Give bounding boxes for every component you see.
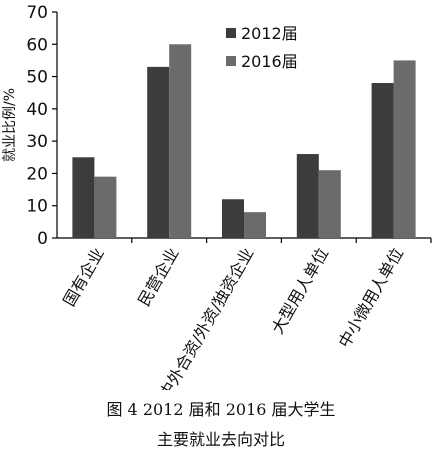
legend-label-2: 2016届 (241, 52, 298, 71)
y-tick-label: 70 (26, 3, 48, 23)
bar-1-3 (222, 199, 244, 238)
y-axis-title: 就业比例/% (2, 88, 18, 162)
bar-1-2 (147, 66, 170, 238)
bar-2-1 (94, 176, 117, 238)
legend-swatch-2 (226, 56, 236, 66)
y-tick-label: 50 (26, 68, 48, 88)
y-tick-label: 40 (26, 100, 48, 120)
x-category-label: 中小微用人单位 (335, 244, 407, 351)
x-category-label: 民营企业 (134, 245, 182, 310)
y-tick-label: 60 (26, 35, 48, 55)
chart-axes (52, 11, 432, 243)
y-tick-label: 30 (26, 132, 48, 152)
bar-2-4 (318, 170, 341, 238)
x-category-label: 国有企业 (59, 245, 107, 310)
chart-bars (72, 44, 416, 239)
bar-2-2 (169, 44, 192, 239)
figure-caption-line1: 图 4 2012 届和 2016 届大学生 (106, 400, 336, 419)
bar-1-5 (371, 83, 394, 239)
chart-legend: 2012届 2016届 (226, 24, 298, 71)
figure-caption-line2: 主要就业去向对比 (156, 430, 285, 449)
legend-label-1: 2012届 (241, 24, 298, 43)
y-tick-label: 20 (26, 164, 48, 184)
x-category-label: 大型用人单位 (268, 245, 332, 338)
y-tick-label: 0 (37, 229, 48, 249)
bar-1-4 (296, 154, 319, 238)
bar-2-5 (393, 60, 416, 238)
bar-2-3 (244, 212, 266, 238)
y-tick-label: 10 (26, 197, 48, 217)
bar-1-1 (72, 157, 95, 238)
legend-swatch-1 (226, 28, 236, 38)
